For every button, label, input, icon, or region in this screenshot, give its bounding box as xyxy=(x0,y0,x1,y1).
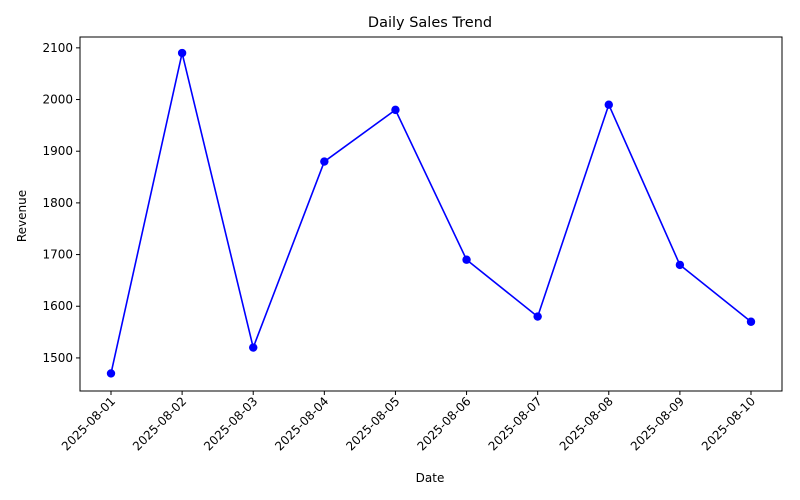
x-tick-label: 2025-08-08 xyxy=(557,394,616,453)
y-tick-label: 2100 xyxy=(42,41,73,55)
y-axis-ticks: 1500 1600 1700 1800 1900 2000 2100 xyxy=(42,41,80,365)
y-tick-label: 1900 xyxy=(42,144,73,158)
x-tick-label: 2025-08-02 xyxy=(130,394,189,453)
series-layer xyxy=(106,48,756,378)
x-tick-label: 2025-08-01 xyxy=(59,394,118,453)
x-tick-label: 2025-08-07 xyxy=(486,394,545,453)
data-point xyxy=(320,157,329,166)
series-line xyxy=(110,52,752,374)
x-tick-label: 2025-08-10 xyxy=(699,394,758,453)
data-point xyxy=(249,343,258,352)
y-tick-label: 2000 xyxy=(42,93,73,107)
x-tick-label: 2025-08-03 xyxy=(201,394,260,453)
x-axis-ticks: 2025-08-01 2025-08-02 2025-08-03 2025-08-04… xyxy=(59,391,758,453)
axes-spines xyxy=(79,36,783,392)
x-tick-label: 2025-08-06 xyxy=(414,394,473,453)
data-point xyxy=(177,48,187,58)
x-tick-label: 2025-08-05 xyxy=(343,394,402,453)
data-point xyxy=(462,255,471,264)
y-tick-label: 1800 xyxy=(42,196,73,210)
chart-title: Daily Sales Trend xyxy=(368,15,492,31)
data-point xyxy=(604,100,613,109)
data-point xyxy=(533,312,542,321)
axes-frame xyxy=(79,36,783,392)
x-tick-label: 2025-08-04 xyxy=(272,394,331,453)
data-point xyxy=(106,369,116,378)
y-axis-label: Revenue xyxy=(15,190,29,242)
data-point xyxy=(675,260,685,270)
data-point xyxy=(391,105,400,115)
x-tick-label: 2025-08-09 xyxy=(628,394,687,453)
y-tick-label: 1700 xyxy=(42,248,73,262)
y-tick-label: 1500 xyxy=(42,351,73,365)
data-point xyxy=(746,317,756,326)
x-axis-label: Date xyxy=(416,471,445,485)
y-tick-label: 1600 xyxy=(42,299,73,313)
